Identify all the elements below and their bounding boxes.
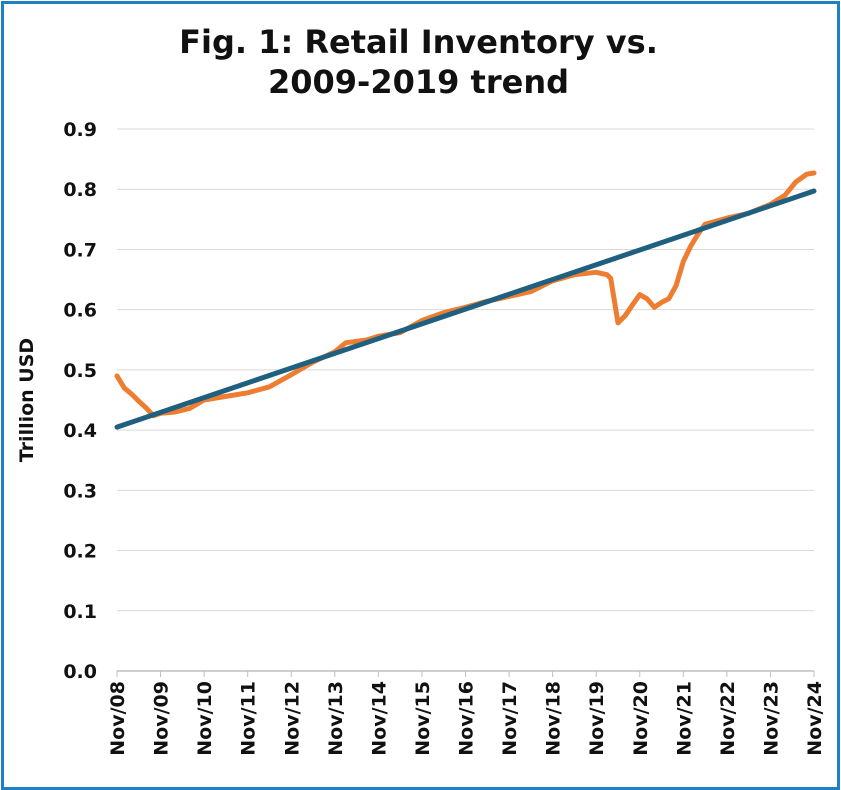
x-tick-label: Nov/11 xyxy=(238,681,260,756)
y-tick-label: 0.9 xyxy=(63,119,97,141)
x-tick-label: Nov/08 xyxy=(107,681,129,756)
x-tick-label: Nov/20 xyxy=(630,681,652,756)
series-lines xyxy=(114,170,817,430)
x-tick-label: Nov/10 xyxy=(194,681,216,756)
x-tick-label: Nov/17 xyxy=(499,681,521,756)
y-tick-label: 0.7 xyxy=(63,239,97,261)
y-tick-label: 0.1 xyxy=(63,601,97,623)
x-tick-label: Nov/24 xyxy=(804,681,826,756)
chart-title-line-1: Fig. 1: Retail Inventory vs. xyxy=(179,23,658,61)
x-tick-label: Nov/16 xyxy=(456,681,478,756)
y-tick-label: 0.6 xyxy=(63,300,97,322)
y-tick-label: 0.8 xyxy=(63,179,97,201)
y-tick-label: 0.2 xyxy=(63,541,97,563)
x-tick-label: Nov/18 xyxy=(543,681,565,756)
trend-line xyxy=(114,188,817,430)
y-tick-label: 0.3 xyxy=(63,480,97,502)
x-tick-label: Nov/14 xyxy=(368,681,390,756)
y-tick-label: 0.5 xyxy=(63,360,97,382)
y-axis-ticks: 0.0 0.1 0.2 0.3 0.4 0.5 0.6 0.7 0.8 0.9 xyxy=(63,119,97,683)
x-tick-label: Nov/23 xyxy=(760,681,782,756)
x-tick-label: Nov/22 xyxy=(717,681,739,756)
x-axis-ticks: Nov/08 Nov/09 Nov/10 Nov/11 Nov/12 Nov/13 Nov/… xyxy=(107,671,826,756)
x-tick-label: Nov/19 xyxy=(586,681,608,756)
chart-title-line-2: 2009-2019 trend xyxy=(267,63,569,101)
x-tick-label: Nov/21 xyxy=(673,681,695,756)
x-tick-label: Nov/15 xyxy=(412,681,434,756)
y-tick-label: 0.4 xyxy=(63,420,97,442)
x-tick-label: Nov/09 xyxy=(151,681,173,756)
y-tick-label: 0.0 xyxy=(63,661,97,683)
y-axis-title: Trillion USD xyxy=(16,338,38,462)
x-tick-label: Nov/12 xyxy=(281,681,303,756)
chart-title: Fig. 1: Retail Inventory vs. 2009-2019 t… xyxy=(0,22,837,102)
retail-inventory-line xyxy=(114,170,817,419)
x-tick-label: Nov/13 xyxy=(325,681,347,756)
gridlines xyxy=(117,128,814,672)
